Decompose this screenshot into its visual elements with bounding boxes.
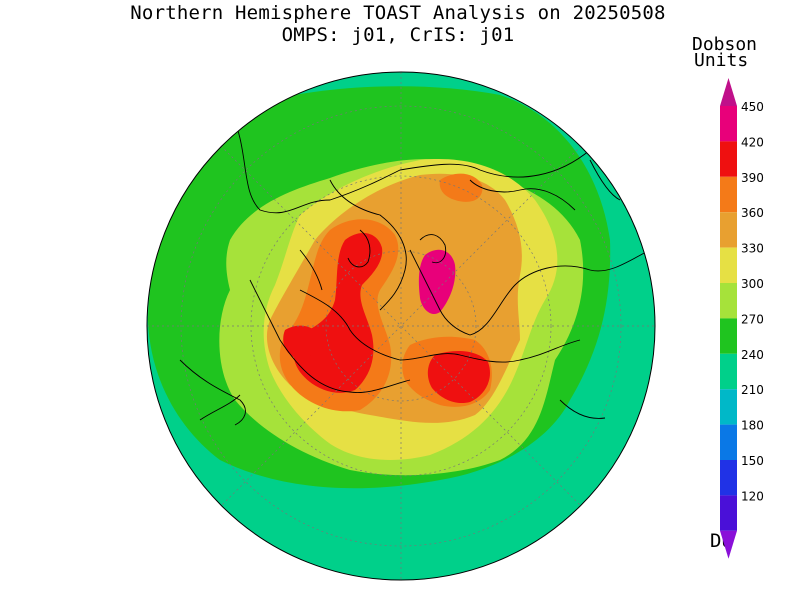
colorbar-swatch-330 xyxy=(720,247,737,283)
graticule xyxy=(147,72,655,580)
ozone-band-420-west xyxy=(293,233,383,393)
colorbar-swatch-390 xyxy=(720,176,737,213)
colorbar-top-triangle xyxy=(720,78,737,106)
colorbar-tick-label: 120 xyxy=(741,489,764,503)
map-subtitle: OMPS: j01, CrIS: j01 xyxy=(281,24,515,46)
colorbar-tick-label: 210 xyxy=(741,383,764,397)
colorbar-swatch-150 xyxy=(720,460,737,496)
colorbar-tick-label: 270 xyxy=(741,312,764,326)
colorbar-tick-label: 240 xyxy=(741,348,764,362)
colorbar-tick-label: 360 xyxy=(741,206,764,220)
colorbar-tick-label: 300 xyxy=(741,277,764,291)
colorbar-swatch-360 xyxy=(720,212,737,248)
coastlines xyxy=(179,109,651,426)
colorbar-tick-label: 390 xyxy=(741,171,764,185)
colorbar-swatch-210 xyxy=(720,389,737,425)
colorbar-swatch-240 xyxy=(720,353,737,390)
colorbar-swatch-420 xyxy=(720,141,737,177)
colorbar-tick-label: 420 xyxy=(741,135,764,149)
colorbar-swatch-270 xyxy=(720,318,737,354)
colorbar-swatch-120 xyxy=(720,495,737,531)
colorbar-swatches xyxy=(720,78,737,559)
colorbar-swatch-180 xyxy=(720,424,737,460)
colorbar-tick-label: 330 xyxy=(741,242,764,256)
colorbar-bottom-triangle xyxy=(720,530,737,559)
colorbar-title-line1: Dobson xyxy=(692,34,758,55)
colorbar-tick-label: 150 xyxy=(741,454,764,468)
colorbar-tick-label: 450 xyxy=(741,100,764,114)
ozone-band-420-east xyxy=(427,350,490,404)
map-boundary xyxy=(146,71,656,581)
colorbar-tick-label: 180 xyxy=(741,419,764,433)
colorbar-swatch-300 xyxy=(720,283,737,319)
map-title: Northern Hemisphere TOAST Analysis on 20… xyxy=(130,2,666,24)
colorbar-swatch-450 xyxy=(720,106,737,142)
ozone-band-420-southwest xyxy=(283,325,321,359)
colorbar-tick-labels: 450 420 390 360 330 300 270 240 210 180 150 120 xyxy=(741,100,764,503)
colorbar-title-line2: Units xyxy=(694,50,749,71)
ozone-band-390-north xyxy=(439,173,483,202)
